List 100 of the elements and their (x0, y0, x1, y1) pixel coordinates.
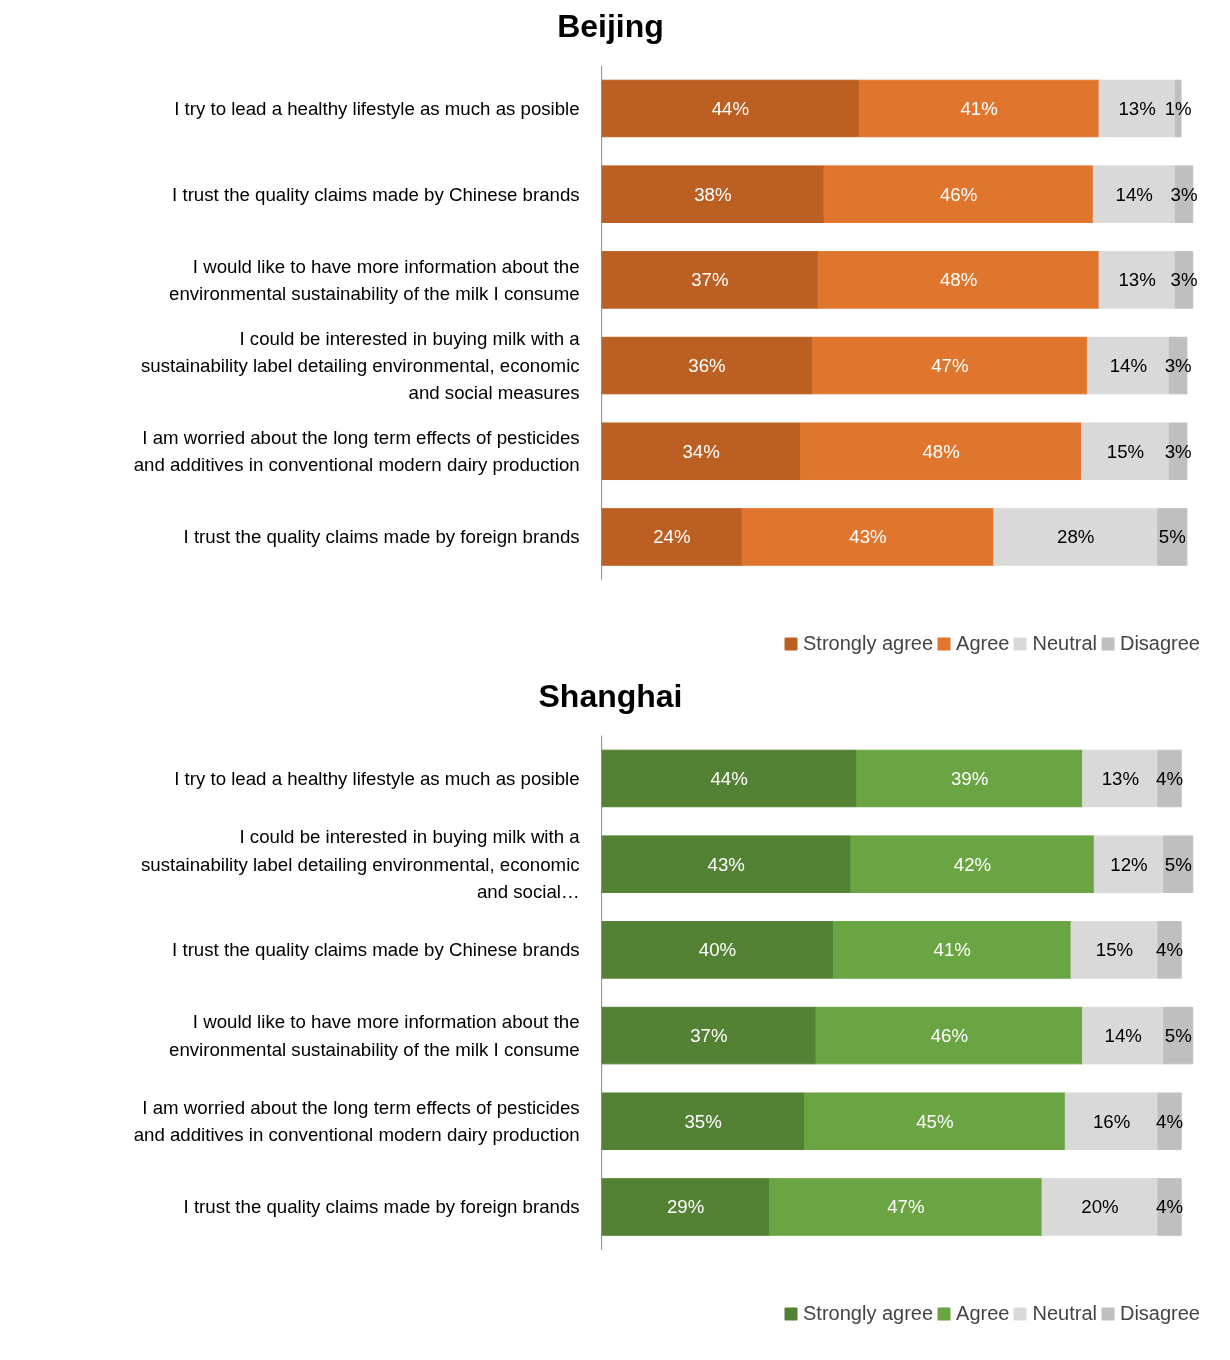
data-label: 41% (960, 97, 998, 119)
y-tick-label: I could be interested in buying milk with a sustainability label detailing environmental, economic and social measures (140, 327, 581, 404)
data-label: 1% (1164, 97, 1192, 119)
legend-label: Strongly agree (803, 632, 934, 655)
bar (601, 1178, 771, 1236)
data-label: 34% (682, 440, 720, 462)
bar (601, 422, 802, 481)
data-label: 13% (1118, 269, 1156, 291)
data-label: 3% (1170, 183, 1198, 205)
bar (1157, 1178, 1182, 1236)
bar (858, 79, 1100, 138)
data-label: 3% (1164, 355, 1192, 377)
y-tick-label: I trust the quality claims made by foreign brands (183, 1196, 580, 1218)
bar (601, 1092, 805, 1151)
data-label: 47% (887, 1196, 925, 1218)
bar (1082, 1006, 1165, 1065)
data-label: 45% (916, 1110, 954, 1132)
data-label: 46% (930, 1025, 969, 1047)
data-label: 3% (1170, 269, 1198, 291)
data-label: 38% (694, 183, 732, 205)
data-label: 36% (688, 355, 726, 377)
data-label: 46% (939, 183, 978, 205)
bar (601, 336, 813, 395)
data-label: 39% (950, 767, 989, 789)
chart-title: Beijing (557, 7, 664, 44)
data-label: 48% (922, 440, 960, 462)
data-label: 42% (953, 853, 992, 875)
bar (601, 79, 860, 138)
data-label: 47% (931, 355, 969, 377)
bar (817, 251, 1100, 309)
bar (741, 508, 995, 566)
y-tick-label: I would like to have more information about the environmental sustainability of the milk I consume (169, 255, 580, 305)
bar (856, 749, 1084, 808)
y-tick-label: I am worried about the long term effects of pesticides and additives in conventional modern dairy production (133, 1097, 580, 1146)
data-label: 15% (1106, 440, 1145, 462)
bar (601, 508, 743, 566)
data-label: 4% (1156, 767, 1184, 789)
y-tick-label: I try to lead a healthy lifestyle as much as posible (174, 767, 580, 789)
legend-label: Disagree (1119, 1302, 1200, 1325)
bar (811, 336, 1088, 395)
data-label: 41% (933, 939, 971, 961)
bar (601, 251, 819, 309)
data-label: 24% (653, 526, 691, 548)
data-label: 28% (1057, 526, 1095, 548)
legend-label: Disagree (1119, 632, 1200, 655)
data-label: 4% (1156, 939, 1184, 961)
data-label: 5% (1164, 853, 1192, 875)
bar (1157, 508, 1188, 566)
data-label: 12% (1110, 853, 1148, 875)
data-label: 20% (1081, 1196, 1119, 1218)
y-tick-label: I try to lead a healthy lifestyle as much as posible (174, 97, 580, 119)
y-tick-label: I trust the quality claims made by foreign brands (183, 526, 580, 548)
bar (1093, 835, 1165, 893)
data-label: 37% (691, 269, 729, 291)
legend-label: Strongly agree (803, 1302, 934, 1325)
bar (601, 749, 858, 808)
data-label: 14% (1104, 1025, 1142, 1047)
data-label: 13% (1101, 767, 1139, 789)
y-tick-label: I trust the quality claims made by Chinese brands (172, 183, 580, 205)
data-label: 48% (939, 269, 978, 291)
data-label: 29% (667, 1196, 705, 1218)
data-label: 5% (1164, 1025, 1192, 1047)
bar (1157, 921, 1182, 979)
y-tick-label: I trust the quality claims made by Chinese brands (172, 939, 580, 961)
bar (601, 835, 852, 893)
data-label: 14% (1115, 183, 1153, 205)
bar (823, 165, 1094, 223)
data-label: 4% (1156, 1110, 1184, 1132)
data-label: 43% (707, 853, 745, 875)
data-label: 4% (1156, 1196, 1184, 1218)
bar (601, 921, 834, 979)
data-label: 37% (690, 1025, 728, 1047)
bar (832, 921, 1072, 979)
data-label: 5% (1158, 526, 1186, 548)
bar (769, 1178, 1043, 1236)
y-tick-label: I would like to have more information about the environmental sustainability of the milk I consume (169, 1011, 580, 1060)
bar (815, 1006, 1084, 1065)
y-tick-label: I could be interested in buying milk with a sustainability label detailing environmental, economic and social… (140, 826, 581, 902)
data-label: 43% (849, 526, 887, 548)
legend-label: Agree (956, 1302, 1010, 1325)
data-label: 14% (1109, 355, 1148, 377)
data-label: 15% (1095, 939, 1134, 961)
bar (993, 508, 1159, 566)
data-label: 44% (711, 97, 750, 119)
data-label: 44% (710, 767, 748, 789)
bar (800, 422, 1083, 481)
data-label: 3% (1164, 440, 1192, 462)
legend-label: Neutral (1032, 632, 1097, 655)
y-tick-label: I am worried about the long term effects of pesticides and additives in conventional modern dairy production (133, 427, 580, 476)
data-label: 35% (684, 1110, 722, 1132)
data-label: 40% (698, 939, 737, 961)
bar (601, 165, 825, 223)
legend-label: Agree (956, 632, 1010, 655)
data-label: 13% (1118, 97, 1156, 119)
bar (601, 1006, 817, 1065)
chart-title: Shanghai (538, 677, 683, 714)
bar (850, 835, 1095, 893)
bar (803, 1092, 1066, 1151)
bar (1157, 1092, 1182, 1151)
legend-label: Neutral (1032, 1302, 1097, 1325)
